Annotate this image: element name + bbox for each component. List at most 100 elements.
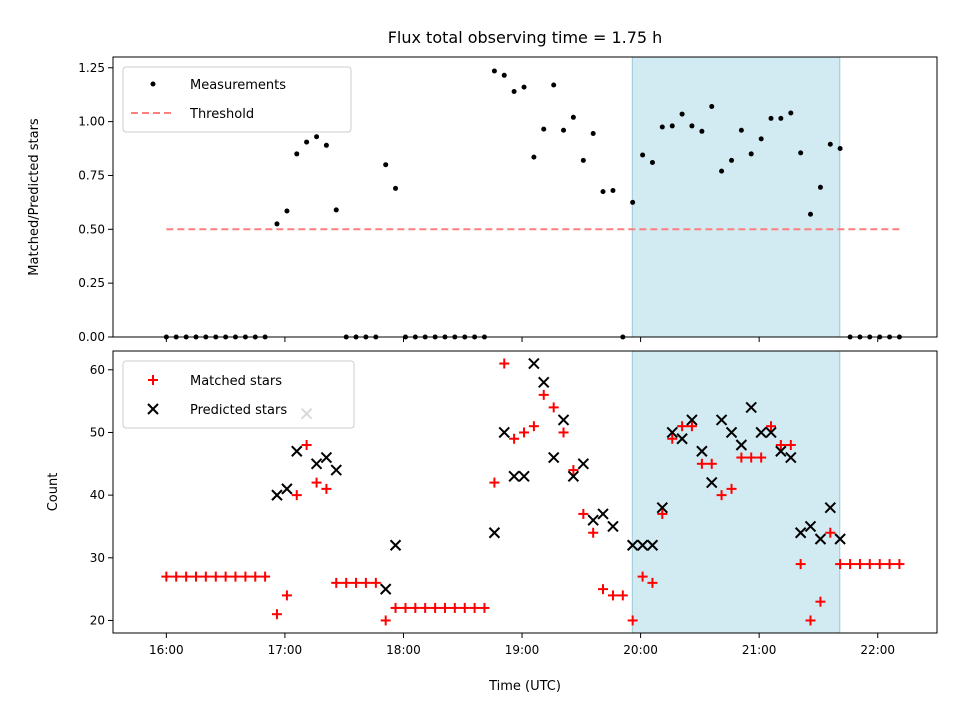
legend-measurements-marker	[150, 81, 156, 87]
matched-star-point	[459, 602, 470, 613]
measurement-point	[719, 168, 725, 174]
matched-star-point	[449, 602, 460, 613]
matched-star-point	[210, 571, 221, 582]
matched-star-point	[617, 590, 628, 601]
matched-star-point	[785, 440, 796, 450]
measurement-point	[798, 150, 804, 156]
predicted-star-point	[528, 357, 540, 370]
matched-star-point	[509, 433, 520, 444]
matched-star-point	[845, 559, 856, 570]
matched-star-point	[341, 577, 352, 588]
x-tick-label: 16:00	[149, 643, 184, 657]
matched-star-point	[686, 421, 697, 432]
matched-star-point	[854, 559, 865, 570]
predicted-star-point	[310, 458, 323, 470]
predicted-star-point	[686, 414, 698, 426]
measurement-point	[640, 152, 646, 158]
predicted-star-point	[804, 520, 817, 533]
bottom-panel-frame	[112, 350, 938, 634]
matched-star-point	[230, 571, 241, 582]
matched-star-point	[528, 421, 539, 432]
predicted-star-point	[281, 483, 293, 495]
matched-star-point	[884, 559, 895, 570]
predicted-star-point	[597, 508, 609, 520]
measurement-point	[284, 208, 290, 214]
matched-star-point	[410, 602, 421, 613]
matched-star-point	[677, 421, 688, 432]
bottom-y-tick-label: 60	[90, 363, 105, 377]
top-panel-frame	[112, 56, 938, 338]
measurement-point	[323, 142, 329, 148]
predicted-star-point	[834, 533, 846, 545]
measurement-point	[807, 211, 813, 217]
top-y-axis-label: Matched/Predicted stars	[27, 118, 42, 276]
matched-star-point	[321, 483, 332, 494]
matched-star-point	[430, 602, 441, 613]
measurement-point	[570, 114, 576, 120]
matched-star-point	[271, 609, 282, 620]
predicted-star-point	[755, 426, 767, 439]
measurement-point	[709, 104, 715, 110]
predicted-star-point	[626, 539, 639, 551]
bottom-x-ticks: 16:00 17:00 18:00 19:00 20:00 21:00 22:00	[149, 633, 895, 657]
predicted-star-point	[587, 514, 599, 526]
measurement-point	[738, 127, 744, 133]
bottom-panel-shade	[632, 351, 840, 633]
matched-star-point	[439, 602, 450, 613]
matched-star-point	[240, 571, 251, 582]
matched-star-point	[370, 577, 381, 588]
matched-star-point	[519, 427, 530, 438]
predicted-star-point	[814, 533, 827, 545]
predicted-star-point	[508, 470, 520, 483]
measurement-point	[274, 221, 280, 227]
top-panel-shade	[632, 57, 840, 337]
measurement-point	[659, 124, 665, 130]
predicted-star-point	[676, 433, 688, 445]
legend-matched-marker	[148, 375, 158, 385]
matched-star-point	[696, 458, 707, 469]
matched-star-point	[558, 427, 569, 438]
matched-star-point	[161, 571, 172, 582]
top-y-ticks: 0.00 0.25 0.50 0.75 1.00 1.25	[78, 61, 113, 344]
matched-star-point	[190, 571, 201, 582]
legend-predicted-marker	[147, 403, 159, 415]
predicted-star-point	[745, 401, 757, 414]
predicted-star-point	[794, 527, 807, 539]
measurement-point	[699, 128, 705, 134]
matched-star-point	[538, 389, 549, 400]
matched-star-point	[598, 584, 609, 595]
matched-star-point	[825, 527, 836, 538]
measurement-point	[521, 84, 527, 90]
measurement-point	[669, 123, 675, 129]
matched-star-point	[588, 527, 599, 538]
measurement-point	[314, 134, 320, 140]
measurement-point	[778, 115, 784, 121]
predicted-star-point	[636, 539, 649, 551]
predicted-star-point	[567, 470, 580, 483]
measurement-point	[501, 72, 507, 78]
predicted-star-point	[775, 445, 787, 457]
matched-star-point	[805, 615, 816, 626]
x-tick-label: 19:00	[505, 643, 540, 657]
matched-star-point	[766, 421, 777, 432]
predicted-star-point	[518, 470, 530, 483]
measurement-point	[758, 136, 764, 142]
matched-star-point	[736, 452, 747, 463]
predicted-star-point	[785, 451, 797, 464]
matched-star-point	[706, 458, 717, 469]
predicted-star-point	[498, 426, 510, 439]
top-y-tick-label: 0.75	[78, 168, 105, 182]
matched-star-point	[301, 440, 312, 450]
measurement-point	[689, 123, 695, 129]
x-axis-label: Time (UTC)	[488, 679, 561, 694]
predicted-star-point	[656, 501, 669, 514]
measurement-point	[649, 160, 655, 166]
x-tick-label: 17:00	[268, 643, 303, 657]
predicted-star-point	[538, 376, 550, 389]
top-panel: 0.00 0.25 0.50 0.75 1.00 1.25 Matched/Predict…	[27, 56, 938, 344]
predicted-star-point	[547, 451, 560, 464]
measurement-point	[610, 188, 616, 194]
bottom-legend-box	[122, 360, 355, 429]
legend-matched-label: Matched stars	[190, 374, 282, 389]
predicted-star-point	[696, 445, 708, 457]
